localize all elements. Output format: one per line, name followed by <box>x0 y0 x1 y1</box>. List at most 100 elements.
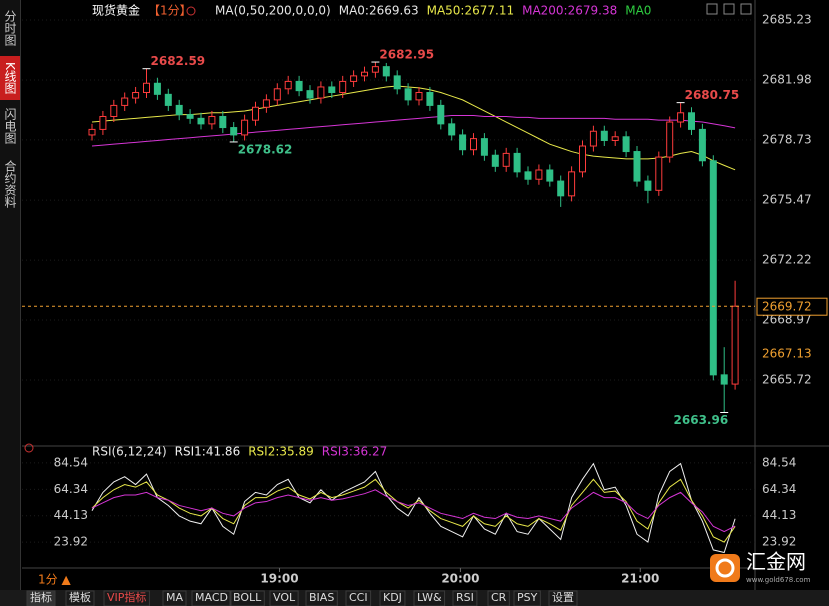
tab-active[interactable]: K线图 <box>0 56 20 100</box>
icon[interactable] <box>186 6 196 16</box>
footer-tab[interactable]: MA <box>166 591 183 604</box>
footer-tab[interactable]: RSI <box>456 591 474 604</box>
sidebar: 分时图 K线图 闪电图 合约资料 <box>0 0 21 590</box>
tab[interactable]: 合约资料 <box>3 160 17 208</box>
candle-body <box>731 305 739 385</box>
y-tick-label: 2668.97 <box>762 313 812 327</box>
rsi-line <box>91 489 736 533</box>
candle-body <box>426 91 434 106</box>
footer-tab[interactable]: CR <box>491 591 507 604</box>
candle-body <box>284 80 292 90</box>
icon[interactable] <box>706 3 718 15</box>
footer-tab[interactable]: 设置 <box>552 591 574 604</box>
candle-body <box>197 117 205 125</box>
x-tick-label: 19:00 <box>260 572 298 586</box>
legend-item: MA0 <box>625 4 651 18</box>
icon[interactable] <box>740 3 752 15</box>
y-tick-label: 2685.23 <box>762 12 812 26</box>
extreme-label: 2680.75 <box>685 88 740 102</box>
y-tick-label: 2665.72 <box>762 373 812 387</box>
footer-tab[interactable]: BIAS <box>309 591 334 604</box>
candle-body <box>121 97 129 106</box>
footer-tab[interactable]: VOL <box>273 591 296 604</box>
candle-body <box>230 127 238 136</box>
extreme-label: 2682.95 <box>379 48 434 62</box>
candle-body <box>491 154 499 167</box>
footer-tab-bg <box>452 590 478 606</box>
legend-item: RSI(6,12,24) <box>92 445 167 459</box>
candle-body <box>295 80 303 92</box>
y-tick-label: 2672.22 <box>762 253 812 267</box>
rsi-line <box>91 478 736 543</box>
legend-item: 【1分】 <box>148 4 192 18</box>
candle-body <box>459 134 467 151</box>
candle-body <box>600 130 608 141</box>
candle-body <box>677 112 685 123</box>
candle-body <box>350 75 358 82</box>
y-tick-label: 2681.98 <box>762 72 812 86</box>
footer-tab-bg <box>513 590 541 606</box>
footer-tab-bg <box>548 590 578 606</box>
footer-tab-bg <box>413 590 446 606</box>
period-indicator[interactable]: 1分 ▲ <box>38 573 71 587</box>
candle-body <box>153 82 161 95</box>
tab[interactable]: 闪电图 <box>3 108 17 144</box>
candle-body <box>175 104 183 116</box>
legend-item: MA200:2679.38 <box>522 4 617 18</box>
footer-tab[interactable]: PSY <box>517 591 538 604</box>
candle-body <box>524 171 532 180</box>
window-icons <box>24 3 752 453</box>
candle-body <box>546 169 554 182</box>
tab[interactable]: 分时图 <box>3 10 17 46</box>
candle-body <box>666 121 674 158</box>
y-tick-label: 23.92 <box>762 535 796 549</box>
candle-body <box>164 93 172 106</box>
footer-tab[interactable]: VIP指标 <box>107 590 146 604</box>
candle-body <box>611 136 619 141</box>
extreme-label: 2678.62 <box>238 142 293 156</box>
candle-body <box>622 136 630 153</box>
legend-item: MA50:2677.11 <box>427 4 515 18</box>
candle-body <box>698 128 706 162</box>
candle-body <box>186 114 194 119</box>
icon[interactable] <box>24 443 34 453</box>
candle-body <box>88 128 96 136</box>
candle-body <box>143 82 150 93</box>
footer-tab[interactable]: 模板 <box>69 590 91 604</box>
candle-body <box>688 112 695 130</box>
logo-mark <box>715 558 735 578</box>
candle-body <box>132 91 140 99</box>
y-tick-label: 2675.47 <box>762 193 812 207</box>
candle-body <box>655 156 663 191</box>
footer-tab[interactable]: BOLL <box>233 591 262 604</box>
footer-tab[interactable]: LW& <box>417 591 442 604</box>
legend-item: RSI2:35.89 <box>248 445 314 459</box>
candle-body <box>404 88 412 101</box>
candle-body <box>535 169 543 180</box>
rsi-line <box>91 462 736 554</box>
candle-body <box>579 145 586 173</box>
footer-tab[interactable]: KDJ <box>383 591 402 604</box>
candle-body <box>252 106 259 121</box>
footer-tab-bg <box>269 590 299 606</box>
logo-url: www.gold678.com <box>746 576 811 584</box>
footer-tab[interactable]: CCI <box>349 591 368 604</box>
footer-tab[interactable]: MACD <box>195 591 228 604</box>
footer-tab-bg <box>379 590 406 606</box>
candle-body <box>273 88 281 101</box>
y-tick-label-left: 64.34 <box>54 482 88 496</box>
candle-body <box>208 115 216 125</box>
footer-tab-bg <box>487 590 510 606</box>
logo-name: 汇金网 <box>746 550 806 574</box>
legend-item: RSI3:36.27 <box>322 445 388 459</box>
x-tick-label: 21:00 <box>621 572 659 586</box>
y-tick-label-left: 44.13 <box>54 508 88 522</box>
logo-icon <box>710 554 740 582</box>
candle-body <box>448 123 456 136</box>
candle-body <box>415 91 423 101</box>
footer-tab[interactable]: 指标 <box>30 590 52 604</box>
icon[interactable] <box>723 3 735 15</box>
candle-body <box>513 152 521 173</box>
y-tick-label: 2678.73 <box>762 132 812 146</box>
